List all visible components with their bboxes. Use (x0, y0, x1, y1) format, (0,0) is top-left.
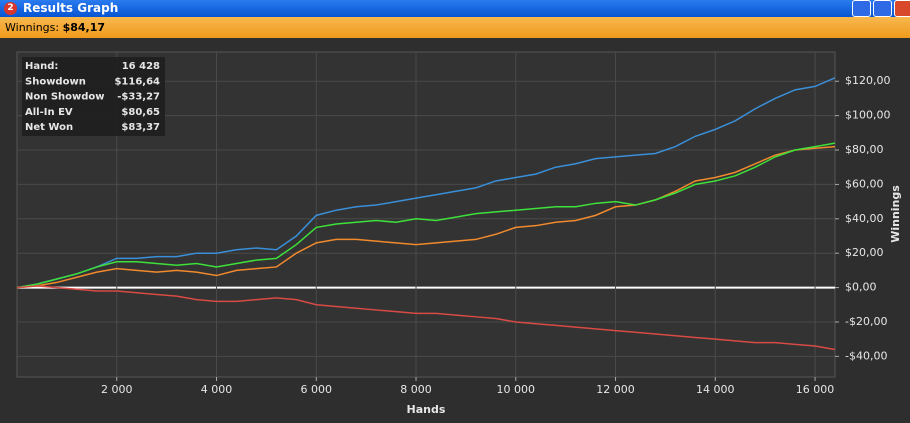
y-tick-label: -$20,00 (845, 315, 887, 328)
info-label: Net Won (25, 122, 73, 133)
x-tick-label: 14 000 (696, 383, 735, 396)
minimize-button[interactable] (852, 0, 871, 17)
x-tick-label: 12 000 (596, 383, 635, 396)
y-tick-label: $0,00 (845, 281, 877, 294)
x-axis-title: Hands (407, 403, 446, 416)
y-tick-label: $20,00 (845, 246, 884, 259)
badge: 2 (4, 2, 17, 15)
close-button[interactable] (894, 0, 910, 17)
window-title: Results Graph (23, 1, 119, 15)
info-box: Hand: 16 428 Showdown $116,64 Non Showdow -$3… (22, 57, 165, 136)
x-tick-label: 8 000 (400, 383, 432, 396)
status-bar: Winnings: $84,17 (0, 17, 910, 38)
y-axis-title: Winnings (889, 185, 902, 243)
y-tick-label: $80,00 (845, 143, 884, 156)
title-bar: 2 Results Graph (0, 0, 910, 17)
series-line (16, 145, 836, 289)
maximize-button[interactable] (873, 0, 892, 17)
y-tick-label: $60,00 (845, 177, 884, 190)
chart: Hands Winnings -$40,00 -$20,00 $0,00 $20,00… (16, 51, 902, 416)
info-box-bg (22, 57, 165, 136)
x-tick-label: 16 000 (796, 383, 835, 396)
info-value: $83,37 (121, 122, 160, 133)
x-tick-label: 4 000 (201, 383, 233, 396)
y-tick-label: $120,00 (845, 74, 891, 87)
series-line (16, 285, 836, 351)
info-value: -$33,27 (117, 92, 160, 103)
info-value: $80,65 (121, 107, 160, 118)
x-tick-label: 10 000 (497, 383, 536, 396)
series-line (16, 142, 836, 289)
y-tick-label: -$40,00 (845, 349, 887, 362)
x-tick-label: 2 000 (101, 383, 133, 396)
status-value: $84,17 (62, 21, 106, 34)
info-label: Hand: (25, 61, 58, 72)
info-label: Non Showdow (25, 92, 105, 103)
info-label: Showdown (25, 76, 86, 87)
status-label: Winnings: (5, 21, 60, 34)
series-line (16, 77, 836, 289)
info-value: $116,64 (114, 76, 160, 87)
x-tick-label: 6 000 (301, 383, 333, 396)
y-tick-label: $40,00 (845, 212, 884, 225)
info-value: 16 428 (122, 61, 160, 72)
info-label: All-In EV (25, 107, 73, 118)
y-tick-label: $100,00 (845, 109, 891, 122)
